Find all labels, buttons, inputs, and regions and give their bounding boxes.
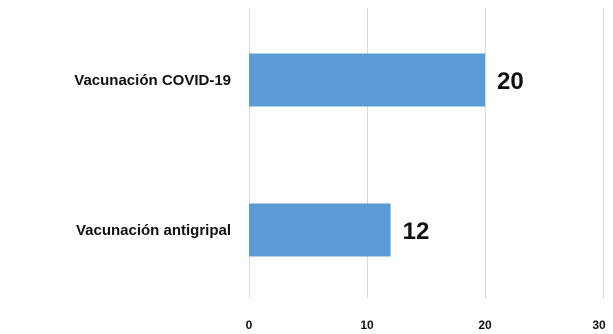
x-axis-ticks: 0 10 20 30 — [246, 318, 606, 332]
x-tick-label: 10 — [360, 318, 374, 332]
x-tick-label: 20 — [478, 318, 492, 332]
data-label: 20 — [497, 68, 524, 95]
x-tick-label: 30 — [592, 318, 606, 332]
bars — [249, 53, 485, 257]
x-tick-label: 0 — [246, 318, 253, 332]
bar-0 — [249, 53, 485, 107]
category-labels: Vacunación COVID-19 Vacunación antigripal — [74, 72, 231, 239]
category-label: Vacunación COVID-19 — [74, 72, 231, 89]
category-label: Vacunación antigripal — [76, 222, 231, 239]
data-label: 12 — [403, 218, 430, 245]
bar-1 — [249, 203, 391, 257]
